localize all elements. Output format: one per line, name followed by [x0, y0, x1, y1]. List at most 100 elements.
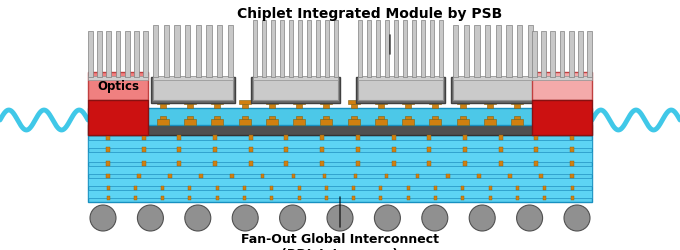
Bar [378, 104, 384, 108]
Bar [453, 78, 533, 100]
Bar [316, 21, 320, 78]
Bar [160, 104, 166, 108]
Bar [325, 196, 328, 200]
Bar [498, 161, 503, 166]
Bar [107, 196, 109, 200]
Bar [153, 78, 233, 100]
Bar [125, 32, 129, 78]
Bar [427, 136, 431, 140]
Bar [351, 116, 356, 119]
Bar [88, 77, 148, 81]
Bar [269, 104, 275, 108]
Bar [293, 100, 305, 104]
Bar [88, 178, 592, 186]
Bar [483, 100, 496, 104]
Bar [463, 136, 467, 140]
Bar [324, 21, 329, 78]
Bar [214, 116, 220, 119]
Bar [477, 174, 481, 178]
Bar [432, 116, 439, 119]
Circle shape [327, 205, 353, 231]
Bar [216, 186, 219, 190]
Bar [571, 186, 573, 190]
Bar [88, 32, 92, 78]
Bar [517, 26, 522, 78]
Bar [358, 21, 362, 78]
Bar [88, 108, 592, 126]
Bar [453, 77, 533, 81]
Bar [509, 174, 512, 178]
Bar [543, 186, 546, 190]
Bar [402, 120, 414, 126]
Bar [185, 26, 190, 78]
Bar [266, 120, 278, 126]
Bar [320, 136, 324, 140]
Bar [188, 196, 191, 200]
Bar [489, 196, 492, 200]
Bar [160, 116, 166, 119]
Bar [543, 196, 546, 200]
Bar [134, 186, 137, 190]
Bar [407, 196, 410, 200]
Bar [141, 161, 146, 166]
Bar [429, 120, 441, 126]
Bar [298, 21, 302, 78]
Circle shape [232, 205, 258, 231]
Bar [261, 174, 265, 178]
Bar [298, 196, 301, 200]
Bar [367, 21, 371, 78]
Circle shape [279, 205, 305, 231]
Bar [532, 100, 592, 136]
Bar [320, 120, 333, 126]
Bar [320, 161, 324, 166]
Bar [514, 104, 520, 108]
Bar [239, 120, 251, 126]
Bar [243, 186, 246, 190]
Bar [541, 32, 546, 78]
Bar [137, 174, 141, 178]
Circle shape [375, 205, 401, 231]
Bar [324, 116, 329, 119]
Bar [516, 186, 519, 190]
Bar [188, 186, 191, 190]
Bar [270, 186, 273, 190]
Bar [460, 104, 466, 108]
Bar [106, 174, 109, 178]
Bar [534, 161, 539, 166]
Bar [421, 21, 425, 78]
Bar [375, 100, 387, 104]
Bar [296, 116, 302, 119]
Bar [271, 21, 275, 78]
Bar [266, 100, 278, 104]
Circle shape [564, 205, 590, 231]
Bar [378, 116, 384, 119]
Bar [153, 26, 158, 78]
Circle shape [185, 205, 211, 231]
Bar [187, 116, 193, 119]
Bar [375, 120, 387, 126]
Bar [429, 100, 441, 104]
Bar [392, 136, 396, 140]
Bar [356, 161, 360, 166]
Bar [88, 166, 592, 174]
Bar [376, 21, 380, 78]
Bar [134, 32, 139, 78]
Bar [534, 148, 539, 152]
Bar [284, 136, 288, 140]
Bar [253, 21, 258, 78]
Bar [578, 32, 583, 78]
Bar [217, 26, 222, 78]
Bar [528, 26, 533, 78]
Bar [161, 186, 164, 190]
Bar [402, 100, 414, 104]
Bar [411, 21, 416, 78]
Circle shape [137, 205, 163, 231]
Bar [230, 174, 233, 178]
Bar [570, 148, 574, 152]
Bar [107, 186, 109, 190]
Bar [379, 196, 382, 200]
Bar [487, 116, 493, 119]
Bar [514, 116, 520, 119]
Bar [415, 174, 419, 178]
Bar [352, 186, 355, 190]
